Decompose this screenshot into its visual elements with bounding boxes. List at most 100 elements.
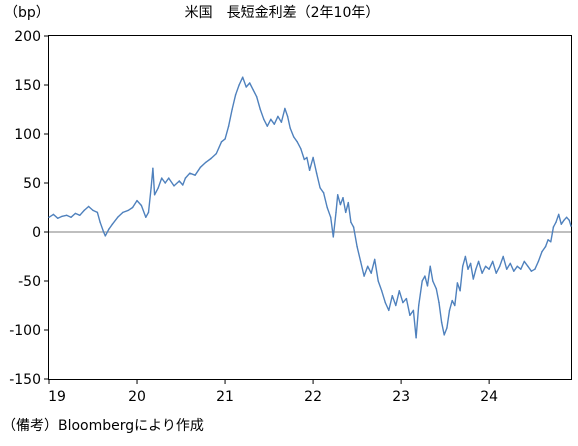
series-point [99, 221, 101, 223]
series-point [289, 127, 291, 129]
y-tick-label: 200 [14, 29, 41, 45]
series-point [391, 295, 393, 297]
series-point [384, 301, 386, 304]
series-point [443, 334, 445, 336]
series-point [87, 205, 90, 208]
series-point [412, 309, 415, 312]
series-point [484, 265, 487, 267]
series-point [495, 272, 497, 274]
series-point [337, 194, 339, 196]
series-point [446, 327, 448, 329]
series-point [266, 125, 268, 127]
series-point [252, 89, 254, 91]
y-tick-label: 50 [23, 176, 41, 192]
series-point [319, 187, 321, 189]
series-point [350, 221, 352, 223]
series-point [459, 290, 461, 292]
series-point [96, 211, 99, 214]
series-point [194, 174, 196, 176]
series-point [424, 275, 426, 277]
series-point [339, 203, 342, 206]
series-point [140, 204, 143, 207]
series-point [520, 268, 522, 270]
series-point [398, 290, 400, 292]
series-point [127, 209, 129, 212]
series-point [499, 265, 501, 267]
series-point [367, 265, 369, 267]
series-point [184, 177, 187, 179]
series-point [164, 182, 166, 184]
series-point [300, 148, 302, 150]
series-point [550, 241, 552, 243]
series-point [270, 118, 272, 121]
series-point [224, 138, 226, 140]
series-point [429, 265, 431, 267]
series-point [472, 278, 474, 280]
series-point [363, 275, 365, 277]
series-point [523, 260, 525, 263]
series-point [220, 141, 223, 143]
series-point [322, 192, 325, 194]
series-point [544, 246, 547, 248]
series-point [280, 121, 283, 123]
series-point [161, 177, 163, 179]
series-point [104, 235, 107, 237]
x-tick-label: 24 [480, 389, 498, 405]
series-point [79, 214, 81, 216]
series-point [435, 288, 437, 290]
series-point [541, 250, 543, 253]
series-point [488, 268, 490, 270]
series-point [108, 228, 110, 230]
series-point [475, 268, 477, 270]
series-point [52, 213, 55, 216]
series-point [117, 216, 119, 218]
y-tick-label: 0 [32, 225, 41, 241]
chart-title: 米国 長短金利差（2年10年） [185, 5, 380, 21]
series-point [286, 115, 289, 118]
series-point [57, 217, 59, 219]
series-point [374, 258, 376, 261]
series-point [448, 309, 451, 312]
x-tick-label: 20 [128, 389, 146, 405]
series-point [145, 216, 147, 218]
series-point [178, 180, 180, 182]
x-tick-label: 21 [216, 389, 234, 405]
series-point [326, 206, 328, 209]
series-point [277, 115, 279, 118]
series-point [92, 209, 94, 212]
series-point [152, 167, 154, 169]
series-point [136, 199, 138, 202]
series-point [462, 265, 464, 267]
series-point [227, 125, 230, 127]
series-point [242, 76, 244, 78]
series-point [558, 213, 560, 216]
series-point [65, 214, 68, 216]
y-axis-unit-label: （bp） [4, 5, 50, 21]
x-axis: 19 20 21 22 23 24 [48, 379, 498, 405]
series-point [516, 265, 518, 267]
series-point [467, 268, 469, 270]
series-point [256, 96, 258, 98]
series-point [284, 107, 286, 110]
series-point [61, 215, 63, 217]
x-tick-label: 22 [304, 389, 322, 405]
series-point [454, 304, 456, 307]
x-tick-label: 19 [48, 389, 66, 405]
series-point [249, 82, 251, 84]
series-point [263, 118, 265, 121]
series-point [513, 270, 515, 272]
series-point [122, 211, 124, 214]
series-point [418, 304, 420, 307]
plot-area-frame [48, 35, 572, 380]
series-line-spread [48, 76, 572, 339]
series-point [347, 201, 349, 204]
series-point [315, 172, 318, 174]
series-point [173, 185, 175, 187]
series-point [527, 265, 529, 267]
series-point [456, 282, 459, 284]
series-point [102, 231, 105, 233]
series-point [547, 239, 549, 241]
series-point [381, 290, 383, 292]
series-point [335, 211, 337, 214]
